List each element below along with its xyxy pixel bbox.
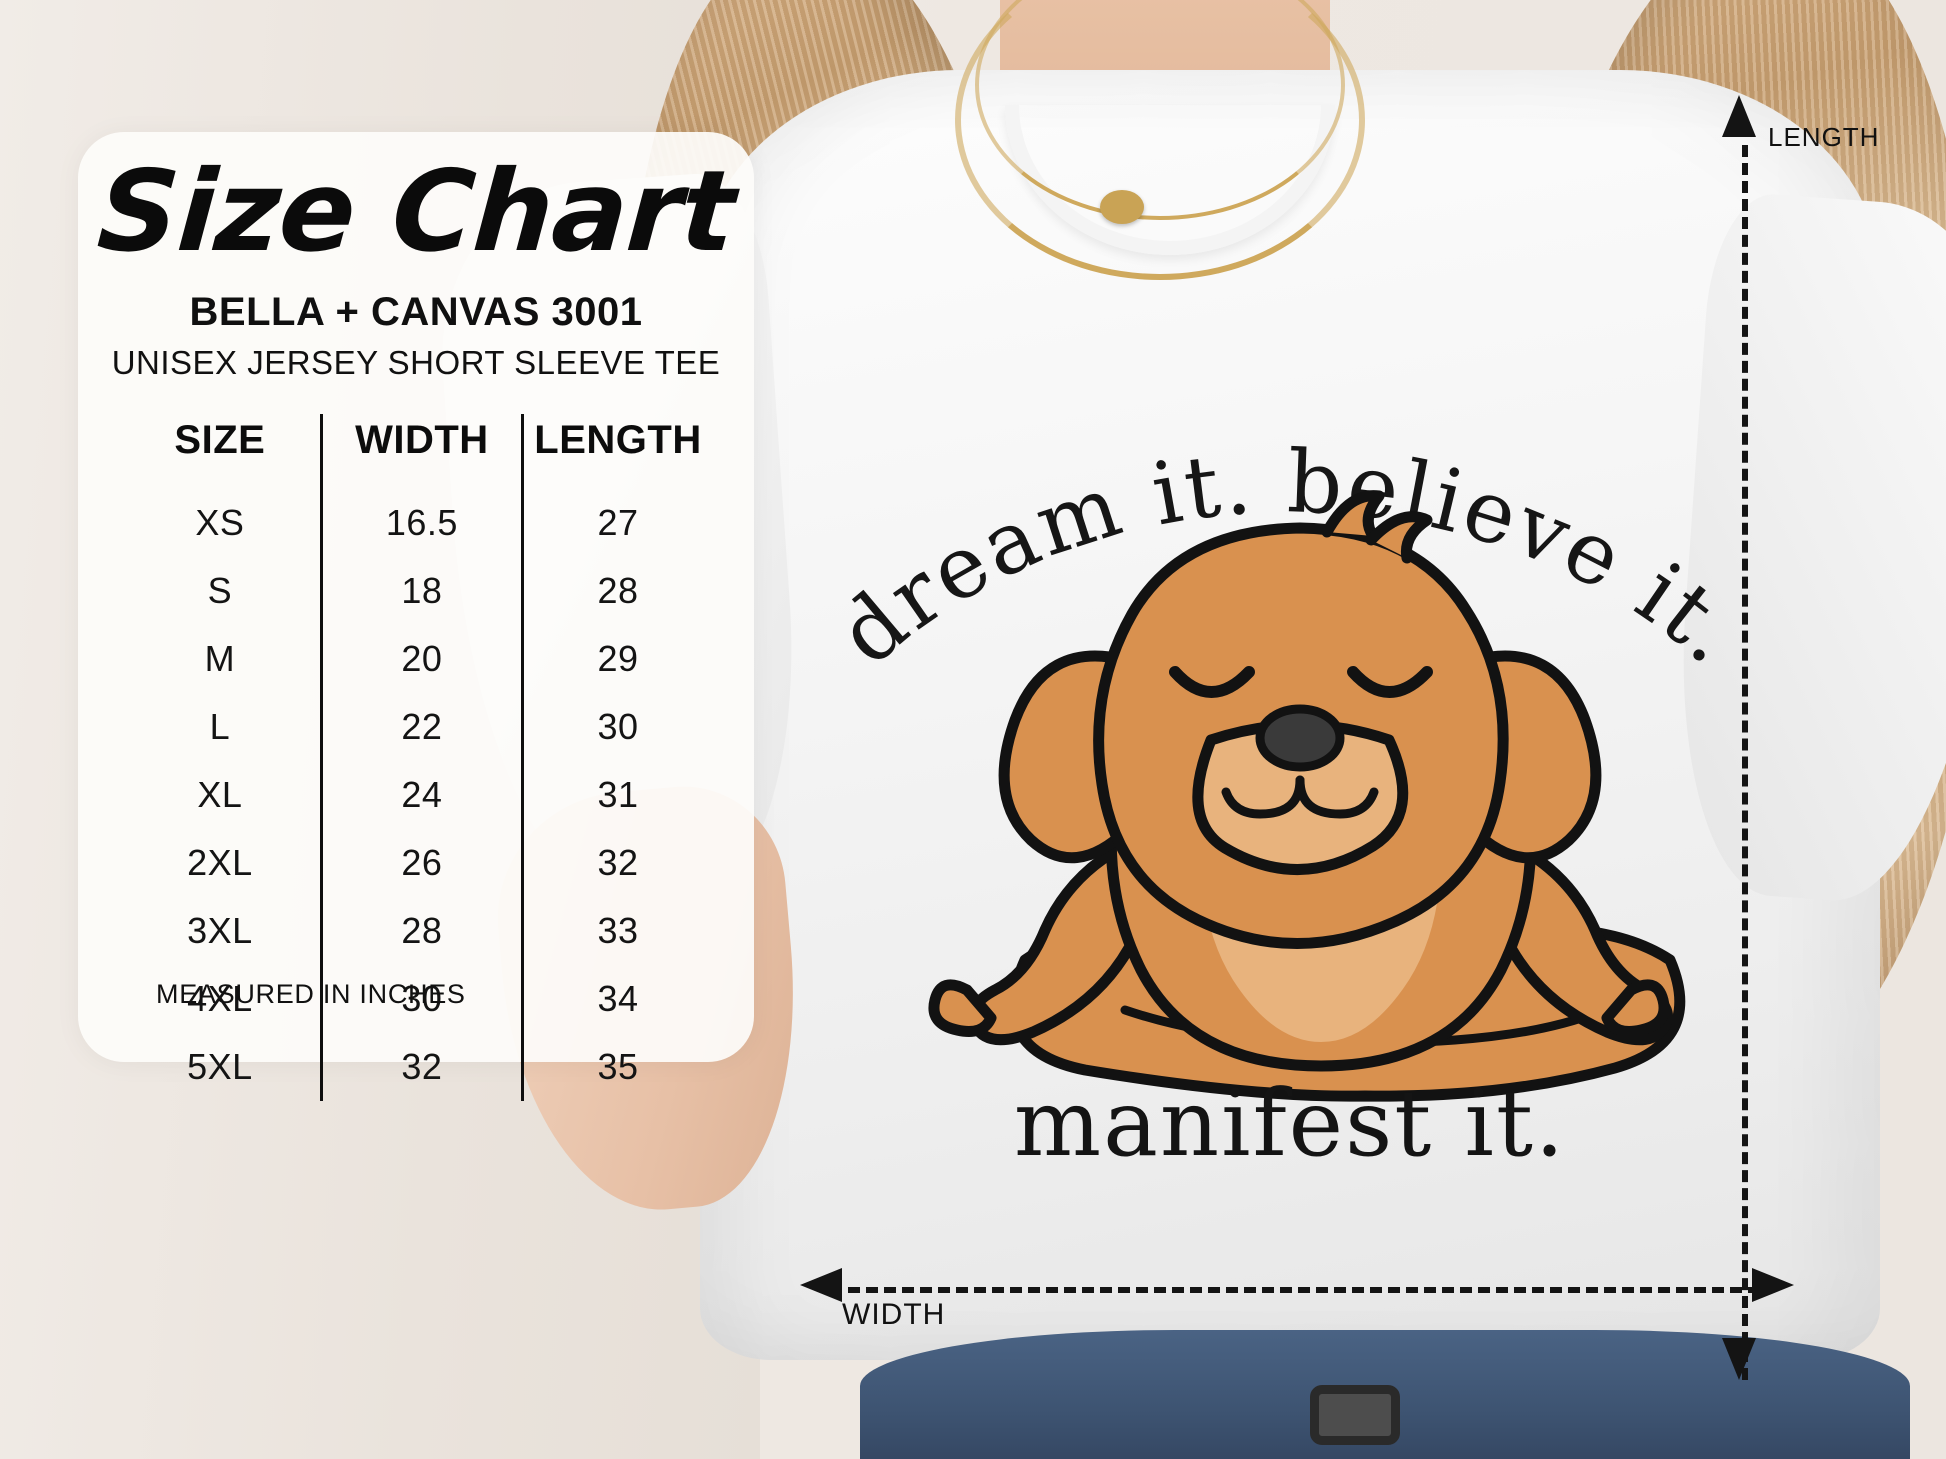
- cell-size: 4XL: [187, 978, 253, 1019]
- cell-size: M: [204, 638, 236, 679]
- cell-size: S: [207, 570, 233, 611]
- tee-artwork: dream it. believe it.: [700, 70, 1880, 1360]
- table-row: 5XL 32 35: [120, 1033, 712, 1101]
- table-header-row: SIZE WIDTH LENGTH: [120, 414, 712, 489]
- length-arrow-down-icon: [1722, 1338, 1756, 1380]
- length-arrow-up-icon: [1722, 95, 1756, 137]
- measurement-footnote: MEASURED IN INCHES: [156, 979, 466, 1009]
- column-header-length: LENGTH: [521, 414, 712, 489]
- size-table-wrapper: SIZE WIDTH LENGTH XS 16.5 27 S 18 28: [120, 414, 712, 1101]
- brand-line: BELLA + CANVAS 3001: [189, 290, 643, 334]
- cell-length: 33: [521, 897, 712, 965]
- cell-width: 16.5: [319, 489, 523, 557]
- table-row: 2XL 26 32: [120, 829, 712, 897]
- length-guide-label: LENGTH: [1768, 122, 1880, 152]
- cell-width: 20: [319, 625, 523, 693]
- cell-width: 24: [319, 761, 523, 829]
- table-row: M 20 29: [120, 625, 712, 693]
- cell-length: 31: [521, 761, 712, 829]
- belt-buckle: [1310, 1385, 1400, 1445]
- cell-width: 30: [319, 965, 523, 1033]
- cell-length: 28: [521, 557, 712, 625]
- cell-width: 28: [319, 897, 523, 965]
- cell-length: 27: [521, 489, 712, 557]
- cell-width: 18: [319, 557, 523, 625]
- necklace-pendant: [1100, 190, 1144, 224]
- width-arrow-right-icon: [1752, 1268, 1794, 1302]
- table-row: 4XL 30 34: [120, 965, 712, 1033]
- cell-width: 32: [319, 1033, 523, 1101]
- table-row: S 18 28: [120, 557, 712, 625]
- cell-size: XS: [195, 502, 245, 543]
- cell-length: 32: [521, 829, 712, 897]
- cell-size: 2XL: [187, 842, 253, 883]
- necklace-outer: [955, 0, 1365, 280]
- cell-length: 30: [521, 693, 712, 761]
- length-guide-line: [1742, 145, 1748, 1380]
- column-header-size: SIZE: [174, 418, 266, 462]
- table-row: L 22 30: [120, 693, 712, 761]
- cell-size: XL: [197, 774, 243, 815]
- cell-width: 22: [319, 693, 523, 761]
- product-line: UNISEX JERSEY SHORT SLEEVE TEE: [111, 344, 721, 381]
- cell-length: 34: [521, 965, 712, 1033]
- width-guide-line: [830, 1287, 1760, 1293]
- cell-length: 29: [521, 625, 712, 693]
- cell-width: 26: [319, 829, 523, 897]
- size-table: SIZE WIDTH LENGTH XS 16.5 27 S 18 28: [120, 414, 712, 1101]
- width-guide-label: WIDTH: [842, 1298, 946, 1331]
- meditating-dog-illustration: [928, 490, 1686, 1102]
- page-title: Size Chart: [93, 147, 739, 277]
- tee-bottom-text: manifest it.: [1013, 1070, 1567, 1177]
- size-chart-card: Size Chart BELLA + CANVAS 3001 UNISEX JE…: [78, 132, 754, 1101]
- width-arrow-left-icon: [800, 1268, 842, 1302]
- cell-length: 35: [521, 1033, 712, 1101]
- table-row: 3XL 28 33: [120, 897, 712, 965]
- cell-size: 3XL: [187, 910, 253, 951]
- table-row: XL 24 31: [120, 761, 712, 829]
- cell-size: L: [209, 706, 231, 747]
- cell-size: 5XL: [187, 1046, 253, 1087]
- table-row: XS 16.5 27: [120, 489, 712, 557]
- column-header-width: WIDTH: [319, 414, 523, 489]
